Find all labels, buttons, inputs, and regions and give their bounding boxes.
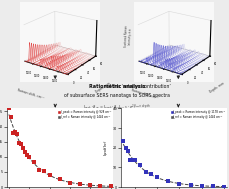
Point [126, 149, 130, 153]
Point [124, 146, 127, 149]
Point [88, 184, 92, 187]
Point [68, 181, 72, 184]
Point [17, 142, 21, 145]
Text: of the ‘relative contribution’: of the ‘relative contribution’ [63, 84, 171, 89]
Point [211, 185, 215, 188]
Point [131, 159, 134, 162]
Y-axis label: Depth, mm: Depth, mm [95, 81, 111, 94]
Point [27, 155, 31, 158]
Point [166, 180, 170, 183]
X-axis label: Raman shift, cm⁻¹: Raman shift, cm⁻¹ [17, 88, 44, 100]
Point [138, 164, 142, 167]
Y-axis label: $I_{peak}/I_{ref}$: $I_{peak}/I_{ref}$ [102, 139, 111, 156]
Point [58, 178, 62, 181]
Text: $I_{peak}\cdot\beta_{yz}$ = $I_{peak}\cdot\beta_{yz}|_{z=0}$ $\cdot$ $e^{2\beta_: $I_{peak}\cdot\beta_{yz}$ = $I_{peak}\cd… [83, 103, 150, 114]
Point [128, 159, 132, 162]
Point [98, 184, 102, 187]
Point [38, 168, 41, 171]
Y-axis label: Depth, mm: Depth, mm [209, 81, 225, 94]
Text: Ratiometric analysis: Ratiometric analysis [89, 84, 145, 89]
Point [109, 185, 112, 188]
Point [23, 150, 27, 153]
Point [19, 143, 23, 146]
Point [121, 140, 125, 143]
Point [155, 176, 159, 179]
Point [15, 133, 19, 136]
Point [48, 174, 51, 177]
Point [78, 183, 82, 186]
Point [13, 130, 17, 133]
Point [25, 154, 29, 157]
Point [200, 184, 204, 187]
Point [43, 170, 46, 173]
Text: of subsurface SERS nanotags to SORS spectra: of subsurface SERS nanotags to SORS spec… [64, 93, 170, 98]
Point [33, 160, 36, 163]
Point [178, 182, 181, 185]
X-axis label: Raman shift, cm⁻¹: Raman shift, cm⁻¹ [131, 88, 158, 100]
Point [144, 171, 147, 174]
Point [133, 159, 136, 162]
Point [223, 185, 226, 188]
Point [9, 116, 13, 119]
Point [189, 184, 193, 187]
Legend: I_peak = Raman intensity @ 928 cm⁻¹, I_ref = Raman intensity @ 1444 cm⁻¹: I_peak = Raman intensity @ 928 cm⁻¹, I_r… [58, 110, 111, 119]
Point [21, 147, 25, 150]
Point [11, 132, 15, 135]
Point [150, 173, 153, 176]
Point [7, 106, 11, 109]
Legend: I_peak = Raman intensity @ 1178 cm⁻¹, I_ref = Raman intensity @ 1444 cm⁻¹: I_peak = Raman intensity @ 1178 cm⁻¹, I_… [170, 110, 225, 119]
